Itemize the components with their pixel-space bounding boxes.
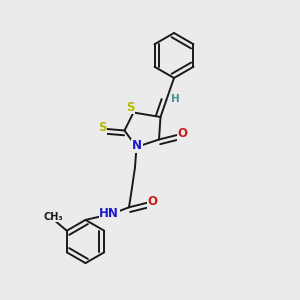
Text: O: O xyxy=(177,127,188,140)
Text: S: S xyxy=(98,121,106,134)
Text: S: S xyxy=(126,100,135,114)
Text: HN: HN xyxy=(99,207,119,220)
Text: CH₃: CH₃ xyxy=(43,212,63,222)
Text: O: O xyxy=(147,195,158,208)
Text: N: N xyxy=(132,139,142,152)
Text: H: H xyxy=(171,94,179,104)
